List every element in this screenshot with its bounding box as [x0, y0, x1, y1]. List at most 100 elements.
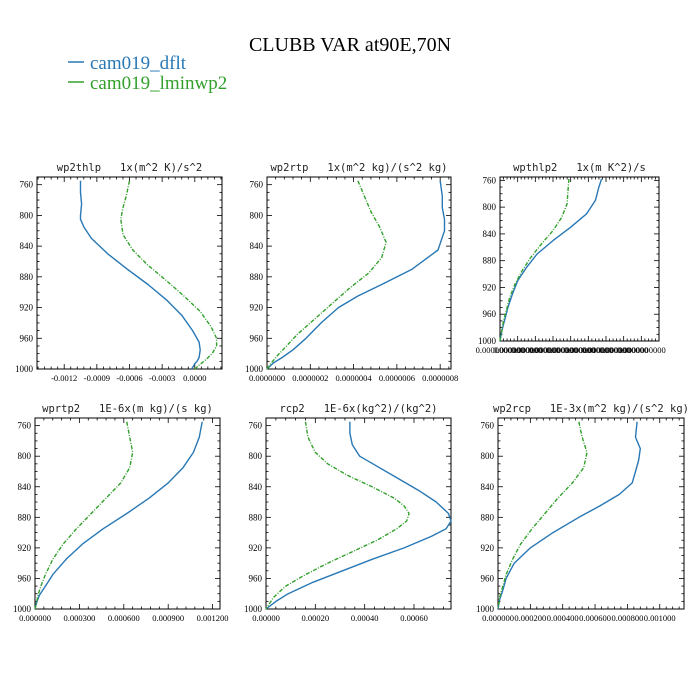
panel-title: wprtp2 1E-6x(m kg)/(s kg)	[42, 403, 213, 415]
x-tick-label: 0.000600	[579, 613, 611, 623]
x-tick-label: -0.0009	[84, 373, 110, 383]
legend-label-dflt: cam019_dflt	[90, 53, 187, 74]
panel-2: wp2rtp 1x(m^2 kg)/(s^2 kg) 760 800 840 880 92…	[245, 162, 458, 383]
x-tick-label: 0.0000008	[422, 373, 458, 383]
x-tick-label: 0.000600	[108, 613, 140, 623]
panel-1: wp2thlp 1x(m^2 K)/s^2 760 800 840 880 920 960 1…	[15, 162, 223, 383]
x-tick-label: 0.000800	[611, 613, 643, 623]
y-tick-label: 800	[483, 202, 497, 212]
x-tick-label: 0.0000000000	[599, 345, 648, 355]
x-tick-label: 0.00040	[351, 613, 379, 623]
y-tick-label: 800	[481, 451, 495, 461]
y-tick-label: 1000	[476, 604, 495, 614]
panel-title: wpthlp2 1x(m K^2)/s	[513, 162, 646, 174]
series-line-lminwp2	[34, 421, 134, 610]
y-tick-label: 960	[20, 333, 34, 343]
x-tick-label: 0.00060	[400, 613, 428, 623]
figure-title: CLUBB VAR at90E,70N	[249, 34, 451, 56]
y-tick-label: 1000	[244, 604, 263, 614]
x-tick-label: 0.000400	[547, 613, 579, 623]
y-tick-label: 840	[249, 482, 263, 492]
y-tick-label: 920	[483, 282, 497, 292]
x-tick-label: 0.000300	[63, 613, 95, 623]
panel-title: wp2thlp 1x(m^2 K)/s^2	[57, 162, 202, 174]
x-tick-label: 0.000900	[152, 613, 184, 623]
y-tick-label: 960	[249, 573, 263, 583]
y-tick-label: 760	[481, 421, 495, 431]
x-tick-label: 0.0000000000	[617, 345, 666, 355]
plot-frame	[36, 176, 223, 370]
panels: wp2thlp 1x(m^2 K)/s^2 760 800 840 880 920 960 1…	[13, 162, 689, 623]
series-line-lminwp2	[266, 180, 387, 370]
x-tick-label: 0.00020	[302, 613, 330, 623]
x-tick-label: 0.0000000000	[582, 345, 631, 355]
y-tick-label: 760	[483, 175, 497, 185]
y-tick-label: 760	[250, 180, 264, 190]
x-tick-label: 0.0000002	[292, 373, 328, 383]
y-tick-label: 800	[18, 451, 32, 461]
series-line-dflt	[497, 421, 641, 610]
x-tick-label: 0.000000	[19, 613, 51, 623]
panel-4: wprtp2 1E-6x(m kg)/(s kg) 760 800 840 880 920…	[13, 403, 229, 623]
y-tick-label: 960	[250, 333, 264, 343]
panel-5: rcp2 1E-6x(kg^2)/(kg^2) 760 800 840 880 920 96…	[244, 403, 452, 623]
x-tick-label: 0.0000000000	[564, 345, 613, 355]
y-tick-label: 760	[249, 421, 263, 431]
x-tick-label: 0.001000	[644, 613, 676, 623]
y-tick-label: 840	[250, 241, 264, 251]
y-tick-label: 1000	[15, 364, 34, 374]
x-tick-label: 0.001200	[197, 613, 229, 623]
x-tick-label: 0.0000000000	[476, 345, 525, 355]
y-tick-label: 880	[250, 272, 264, 282]
y-tick-label: 800	[250, 210, 264, 220]
panel-title: wp2rcp 1E-3x(m^2 kg)/(s^2 kg)	[493, 403, 689, 415]
plot-frame	[499, 176, 660, 342]
y-tick-label: 840	[18, 482, 32, 492]
x-tick-label: 0.0000004	[336, 373, 373, 383]
legend: cam019_dflt cam019_lminwp2	[68, 53, 227, 94]
y-tick-label: 920	[18, 543, 32, 553]
x-tick-label: 0.0000000000	[493, 345, 542, 355]
x-tick-label: 0.00000	[252, 613, 280, 623]
y-tick-label: 880	[20, 272, 34, 282]
panel-title: rcp2 1E-6x(kg^2)/(kg^2)	[279, 403, 437, 415]
y-tick-label: 800	[20, 210, 34, 220]
y-tick-label: 880	[483, 256, 497, 266]
y-tick-label: 960	[483, 309, 497, 319]
series-line-dflt	[265, 421, 452, 610]
x-tick-label: 0.0000000000	[546, 345, 595, 355]
series-line-dflt	[34, 421, 203, 610]
y-tick-label: 880	[249, 512, 263, 522]
panel-3: wpthlp2 1x(m K^2)/s 760 800 840 880 920 960 100…	[476, 162, 666, 355]
series-line-lminwp2	[497, 421, 588, 610]
panel-6: wp2rcp 1E-3x(m^2 kg)/(s^2 kg) 760 800 840 88…	[476, 403, 689, 623]
y-tick-label: 760	[18, 421, 32, 431]
y-tick-label: 840	[483, 229, 497, 239]
series-line-dflt	[499, 178, 603, 342]
plot-frame	[265, 417, 452, 610]
x-tick-label: 0.000000	[482, 613, 514, 623]
y-tick-label: 920	[481, 543, 495, 553]
panel-title: wp2rtp 1x(m^2 kg)/(s^2 kg)	[270, 162, 447, 174]
y-tick-label: 960	[481, 573, 495, 583]
y-tick-label: 1000	[245, 364, 264, 374]
y-tick-label: 800	[249, 451, 263, 461]
x-tick-label: -0.0012	[51, 373, 77, 383]
series-line-lminwp2	[265, 421, 410, 610]
series-line-dflt	[79, 180, 201, 370]
y-tick-label: 920	[249, 543, 263, 553]
plot-frame	[497, 417, 685, 610]
y-tick-label: 840	[481, 482, 495, 492]
y-tick-label: 1000	[478, 336, 497, 346]
series-line-dflt	[266, 180, 446, 370]
series-line-lminwp2	[499, 178, 570, 342]
x-tick-label: -0.0006	[116, 373, 142, 383]
plot-frame	[266, 176, 452, 370]
x-tick-label: 0.000200	[514, 613, 546, 623]
y-tick-label: 880	[18, 512, 32, 522]
x-tick-label: 0.0000000	[249, 373, 285, 383]
x-tick-label: 0.0000	[183, 373, 206, 383]
x-tick-label: 0.0000000000	[529, 345, 578, 355]
y-tick-label: 960	[18, 573, 32, 583]
